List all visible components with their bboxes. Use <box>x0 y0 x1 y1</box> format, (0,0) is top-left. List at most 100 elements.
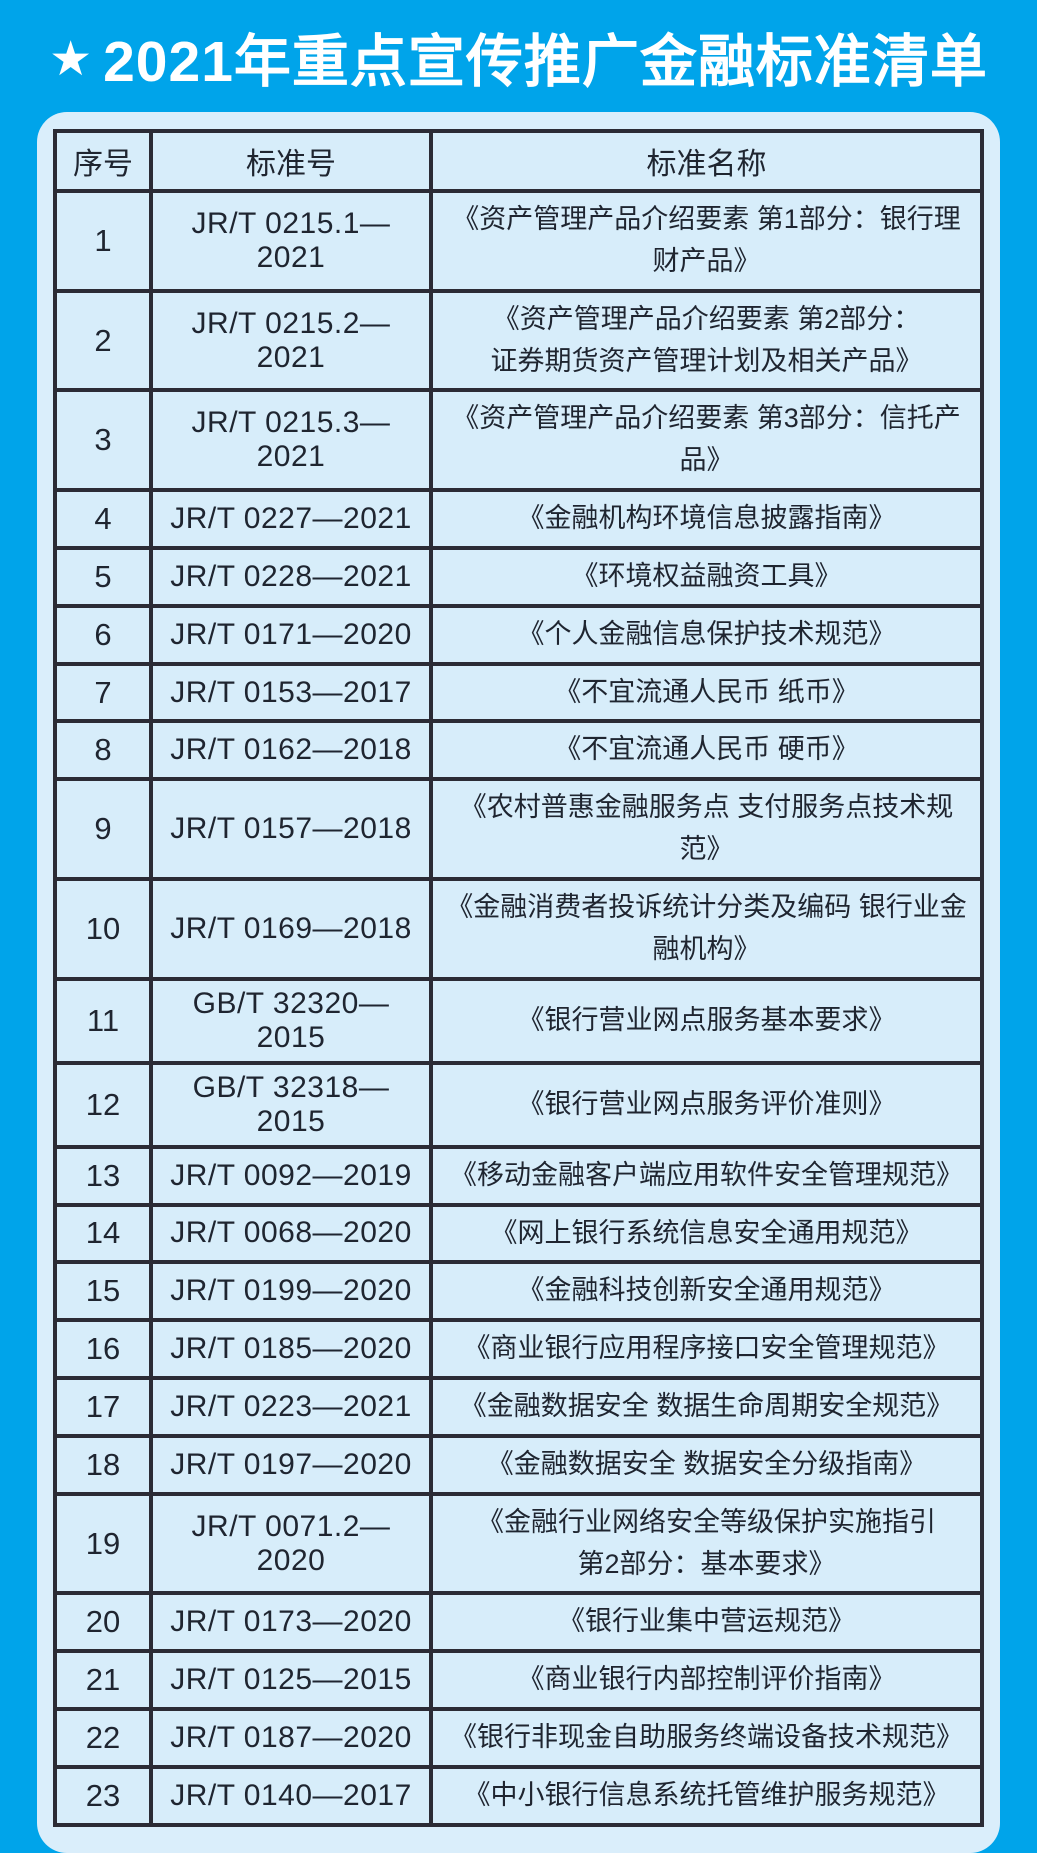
standard-code-cell: JR/T 0215.3—2021 <box>149 388 433 493</box>
standard-code-cell: JR/T 0125—2015 <box>149 1649 433 1712</box>
standard-name-cell: 《不宜流通人民币 纸币》 <box>429 661 984 724</box>
table-row: 23 JR/T 0140—2017 《中小银行信息系统托管维护服务规范》 <box>53 1764 984 1827</box>
table-row: 13 JR/T 0092—2019 《移动金融客户端应用软件安全管理规范》 <box>53 1144 984 1207</box>
standard-name-cell: 《金融机构环境信息披露指南》 <box>429 488 984 550</box>
page-title: ★ 2021年重点宣传推广金融标准清单 <box>0 0 1037 112</box>
table-row: 15 JR/T 0199—2020 《金融科技创新安全通用规范》 <box>53 1260 984 1323</box>
standard-name-cell: 《网上银行系统信息安全通用规范》 <box>429 1202 984 1265</box>
row-index-cell: 17 <box>53 1376 153 1438</box>
standard-name-cell: 《商业银行内部控制评价指南》 <box>429 1649 984 1712</box>
standard-code-cell: JR/T 0173—2020 <box>149 1591 433 1654</box>
standard-code-cell: GB/T 32318—2015 <box>149 1060 433 1149</box>
table-row: 16 JR/T 0185—2020 《商业银行应用程序接口安全管理规范》 <box>53 1318 984 1381</box>
standard-name-cell: 《中小银行信息系统托管维护服务规范》 <box>429 1764 984 1827</box>
standard-code-cell: JR/T 0153—2017 <box>149 661 433 724</box>
row-index-cell: 22 <box>53 1707 153 1769</box>
standard-code-cell: JR/T 0227—2021 <box>149 488 433 550</box>
row-index-cell: 18 <box>53 1433 153 1496</box>
standard-name-cell: 《移动金融客户端应用软件安全管理规范》 <box>429 1144 984 1207</box>
row-index-cell: 13 <box>53 1144 153 1207</box>
standard-name-cell: 《银行业集中营运规范》 <box>429 1591 984 1654</box>
standard-code-cell: JR/T 0092—2019 <box>149 1144 433 1207</box>
table-row: 4 JR/T 0227—2021 《金融机构环境信息披露指南》 <box>53 488 984 550</box>
row-index-cell: 4 <box>53 488 153 550</box>
standard-name-cell: 《金融数据安全 数据安全分级指南》 <box>429 1433 984 1496</box>
table-row: 22 JR/T 0187—2020 《银行非现金自助服务终端设备技术规范》 <box>53 1707 984 1769</box>
table-row: 6 JR/T 0171—2020 《个人金融信息保护技术规范》 <box>53 603 984 666</box>
standard-code-cell: JR/T 0199—2020 <box>149 1260 433 1323</box>
table-row: 18 JR/T 0197—2020 《金融数据安全 数据安全分级指南》 <box>53 1433 984 1496</box>
table-row: 11 GB/T 32320—2015 《银行营业网点服务基本要求》 <box>53 976 984 1065</box>
standard-code-cell: JR/T 0223—2021 <box>149 1376 433 1438</box>
standard-code-cell: GB/T 32320—2015 <box>149 976 433 1065</box>
row-index-cell: 15 <box>53 1260 153 1323</box>
table-row: 19 JR/T 0071.2—2020 《金融行业网络安全等级保护实施指引 第2部分… <box>53 1491 984 1596</box>
row-index-cell: 21 <box>53 1649 153 1712</box>
standard-code-cell: JR/T 0071.2—2020 <box>149 1491 433 1596</box>
standard-name-cell: 《资产管理产品介绍要素 第1部分：银行理财产品》 <box>429 189 984 293</box>
standard-name-cell: 《金融行业网络安全等级保护实施指引 第2部分：基本要求》 <box>429 1491 984 1596</box>
page-title-text: 2021年重点宣传推广金融标准清单 <box>103 30 988 94</box>
row-index-cell: 14 <box>53 1202 153 1265</box>
standard-code-cell: JR/T 0157—2018 <box>149 777 433 881</box>
standard-name-cell: 《银行非现金自助服务终端设备技术规范》 <box>429 1707 984 1769</box>
table-row: 21 JR/T 0125—2015 《商业银行内部控制评价指南》 <box>53 1649 984 1712</box>
row-index-cell: 1 <box>53 189 153 293</box>
row-index-cell: 19 <box>53 1491 153 1596</box>
row-index-cell: 11 <box>53 976 153 1065</box>
standard-name-cell: 《银行营业网点服务基本要求》 <box>429 976 984 1065</box>
row-index-cell: 9 <box>53 777 153 881</box>
standard-name-cell: 《农村普惠金融服务点 支付服务点技术规范》 <box>429 777 984 881</box>
row-index-cell: 6 <box>53 603 153 666</box>
standard-code-cell: JR/T 0169—2018 <box>149 876 433 981</box>
table-row: 7 JR/T 0153—2017 《不宜流通人民币 纸币》 <box>53 661 984 724</box>
standards-table: 序号 标准号 标准名称 1 JR/T 0215.1—2021 《资产管理产品介绍要素… <box>53 129 984 1827</box>
table-row: 14 JR/T 0068—2020 《网上银行系统信息安全通用规范》 <box>53 1202 984 1265</box>
standard-code-cell: JR/T 0228—2021 <box>149 545 433 608</box>
standard-code-cell: JR/T 0068—2020 <box>149 1202 433 1265</box>
table-row: 20 JR/T 0173—2020 《银行业集中营运规范》 <box>53 1591 984 1654</box>
column-header-standard-name: 标准名称 <box>429 129 984 193</box>
standard-name-cell: 《金融数据安全 数据生命周期安全规范》 <box>429 1376 984 1438</box>
standard-code-cell: JR/T 0215.2—2021 <box>149 288 433 393</box>
standard-code-cell: JR/T 0171—2020 <box>149 603 433 666</box>
table-row: 9 JR/T 0157—2018 《农村普惠金融服务点 支付服务点技术规范》 <box>53 777 984 881</box>
row-index-cell: 7 <box>53 661 153 724</box>
table-header-row: 序号 标准号 标准名称 <box>53 129 984 193</box>
row-index-cell: 10 <box>53 876 153 981</box>
row-index-cell: 23 <box>53 1764 153 1827</box>
standard-code-cell: JR/T 0185—2020 <box>149 1318 433 1381</box>
column-header-standard-code: 标准号 <box>149 129 433 193</box>
table-row: 10 JR/T 0169—2018 《金融消费者投诉统计分类及编码 银行业金融机构》 <box>53 876 984 981</box>
column-header-index: 序号 <box>53 129 153 193</box>
row-index-cell: 16 <box>53 1318 153 1381</box>
standard-name-cell: 《不宜流通人民币 硬币》 <box>429 719 984 782</box>
row-index-cell: 5 <box>53 545 153 608</box>
row-index-cell: 3 <box>53 388 153 493</box>
standard-name-cell: 《银行营业网点服务评价准则》 <box>429 1060 984 1149</box>
standard-code-cell: JR/T 0197—2020 <box>149 1433 433 1496</box>
standard-code-cell: JR/T 0140—2017 <box>149 1764 433 1827</box>
standard-name-cell: 《资产管理产品介绍要素 第2部分： 证券期货资产管理计划及相关产品》 <box>429 288 984 393</box>
table-panel: 序号 标准号 标准名称 1 JR/T 0215.1—2021 《资产管理产品介绍要素… <box>37 112 1000 1853</box>
standard-name-cell: 《金融消费者投诉统计分类及编码 银行业金融机构》 <box>429 876 984 981</box>
standard-name-cell: 《个人金融信息保护技术规范》 <box>429 603 984 666</box>
table-row: 2 JR/T 0215.2—2021 《资产管理产品介绍要素 第2部分： 证券期货资… <box>53 288 984 393</box>
row-index-cell: 20 <box>53 1591 153 1654</box>
row-index-cell: 8 <box>53 719 153 782</box>
table-row: 5 JR/T 0228—2021 《环境权益融资工具》 <box>53 545 984 608</box>
standard-name-cell: 《资产管理产品介绍要素 第3部分：信托产品》 <box>429 388 984 493</box>
table-row: 17 JR/T 0223—2021 《金融数据安全 数据生命周期安全规范》 <box>53 1376 984 1438</box>
table-row: 3 JR/T 0215.3—2021 《资产管理产品介绍要素 第3部分：信托产品》 <box>53 388 984 493</box>
standard-code-cell: JR/T 0162—2018 <box>149 719 433 782</box>
standard-code-cell: JR/T 0187—2020 <box>149 1707 433 1769</box>
row-index-cell: 12 <box>53 1060 153 1149</box>
standard-name-cell: 《商业银行应用程序接口安全管理规范》 <box>429 1318 984 1381</box>
row-index-cell: 2 <box>53 288 153 393</box>
table-row: 12 GB/T 32318—2015 《银行营业网点服务评价准则》 <box>53 1060 984 1149</box>
table-row: 8 JR/T 0162—2018 《不宜流通人民币 硬币》 <box>53 719 984 782</box>
standard-name-cell: 《环境权益融资工具》 <box>429 545 984 608</box>
star-icon: ★ <box>49 33 94 86</box>
standard-code-cell: JR/T 0215.1—2021 <box>149 189 433 293</box>
